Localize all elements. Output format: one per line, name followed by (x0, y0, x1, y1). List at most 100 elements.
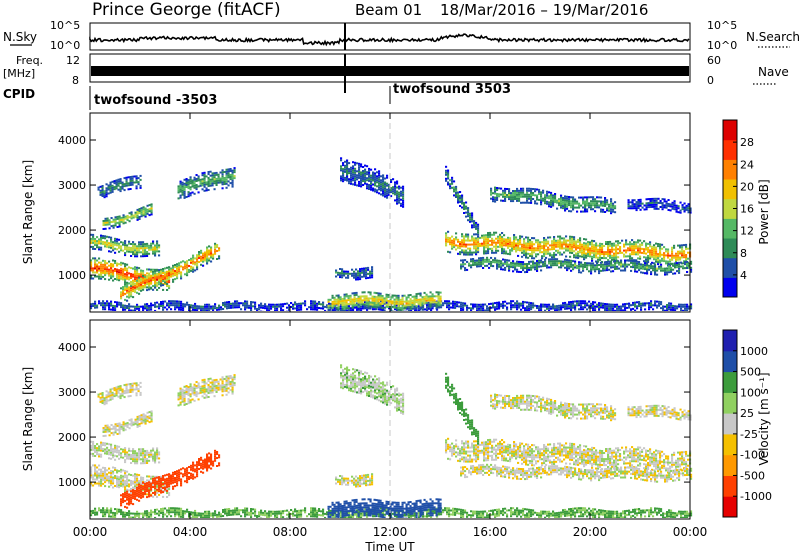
heatmap-cell (102, 267, 105, 270)
heatmap-cell (671, 246, 674, 249)
heatmap-cell (198, 251, 201, 253)
heatmap-cell (128, 276, 131, 279)
heatmap-cell (90, 259, 93, 262)
heatmap-cell (492, 265, 495, 268)
heatmap-cell (341, 300, 344, 302)
heatmap-cell (164, 271, 167, 274)
heatmap-cell (548, 266, 551, 269)
heatmap-cell (120, 297, 123, 300)
heatmap-cell (114, 251, 117, 254)
heatmap-cell (579, 255, 582, 258)
heatmap-cell (200, 305, 203, 308)
heatmap-cell (100, 304, 103, 307)
heatmap-cell (152, 252, 155, 255)
heatmap-cell (116, 278, 119, 281)
heatmap-cell (146, 246, 149, 249)
heatmap-cell (361, 269, 364, 272)
heatmap-cell (512, 260, 515, 263)
heatmap-cell (541, 247, 544, 250)
heatmap-cell (180, 308, 183, 311)
heatmap-cell (645, 206, 648, 209)
heatmap-cell (607, 251, 610, 253)
heatmap-cell (154, 270, 157, 273)
heatmap-cell (497, 245, 500, 248)
heatmap-cell (444, 302, 447, 305)
heatmap-cell (470, 309, 473, 311)
heatmap-cell (216, 250, 219, 252)
heatmap-cell (498, 305, 501, 308)
heatmap-cell (184, 263, 187, 266)
heatmap-cell (110, 308, 113, 311)
heatmap-cell (136, 266, 139, 269)
heatmap-cell (272, 303, 275, 306)
heatmap-cell (104, 227, 107, 230)
heatmap-cell (523, 246, 526, 249)
heatmap-cell (116, 485, 119, 488)
heatmap-cell (431, 295, 434, 298)
heatmap-cell (194, 269, 197, 272)
heatmap-cell (292, 303, 295, 306)
heatmap-cell (174, 274, 177, 277)
heatmap-cell (625, 239, 628, 242)
heatmap-cell (673, 204, 676, 207)
heatmap-cell (211, 182, 214, 185)
y-tick-label: 2000 (58, 224, 86, 237)
heatmap-cell (620, 305, 623, 308)
heatmap-cell (613, 258, 616, 261)
heatmap-cell (138, 307, 141, 310)
heatmap-cell (494, 190, 497, 193)
heatmap-cell (392, 178, 395, 181)
heatmap-cell (189, 194, 192, 197)
heatmap-cell (108, 471, 111, 474)
heatmap-cell (179, 194, 182, 197)
heatmap-cell (359, 268, 362, 271)
heatmap-cell (128, 248, 131, 251)
heatmap-cell (339, 274, 342, 277)
heatmap-cell (553, 246, 556, 248)
heatmap-cell (140, 281, 143, 284)
heatmap-cell (124, 279, 127, 282)
heatmap-cell (454, 306, 457, 309)
heatmap-cell (464, 263, 467, 266)
heatmap-cell (90, 468, 93, 471)
heatmap-cell (396, 192, 399, 195)
heatmap-cell (108, 227, 111, 230)
heatmap-cell (487, 252, 490, 255)
heatmap-cell (114, 270, 117, 272)
heatmap-cell (225, 170, 228, 173)
noise-panel: N.Sky 10^5 10^0 10^5 10^0 N.Search (3, 19, 800, 52)
heatmap-cell (417, 302, 420, 305)
heatmap-cell (503, 238, 506, 241)
heatmap-cell (213, 172, 216, 175)
heatmap-cell (264, 303, 267, 306)
heatmap-cell (590, 272, 593, 275)
heatmap-cell (331, 302, 334, 305)
heatmap-cell (610, 260, 613, 263)
heatmap-cell (116, 274, 119, 277)
heatmap-cell (136, 305, 139, 308)
heatmap-cell (130, 251, 133, 253)
heatmap-cell (322, 303, 325, 306)
heatmap-cell (421, 298, 424, 301)
heatmap-cell (667, 250, 670, 253)
heatmap-cell (120, 295, 123, 298)
heatmap-cell (114, 218, 117, 221)
heatmap-cell (506, 302, 509, 305)
cpid-segment-2: twofsound 3503 (393, 82, 511, 97)
heatmap-cell (445, 244, 448, 247)
heatmap-cell (513, 242, 516, 244)
heatmap-cell (661, 247, 664, 250)
heatmap-cell (126, 289, 129, 292)
frequency-band (91, 66, 689, 76)
heatmap-cell (124, 484, 127, 487)
heatmap-cell (94, 259, 97, 262)
heatmap-cell (372, 173, 375, 176)
heatmap-cell (607, 245, 610, 247)
heatmap-cell (108, 272, 111, 275)
heatmap-cell (597, 252, 600, 255)
heatmap-cell (374, 168, 377, 171)
heatmap-cell (528, 266, 531, 269)
heatmap-cell (498, 303, 501, 306)
heatmap-cell (124, 298, 127, 301)
